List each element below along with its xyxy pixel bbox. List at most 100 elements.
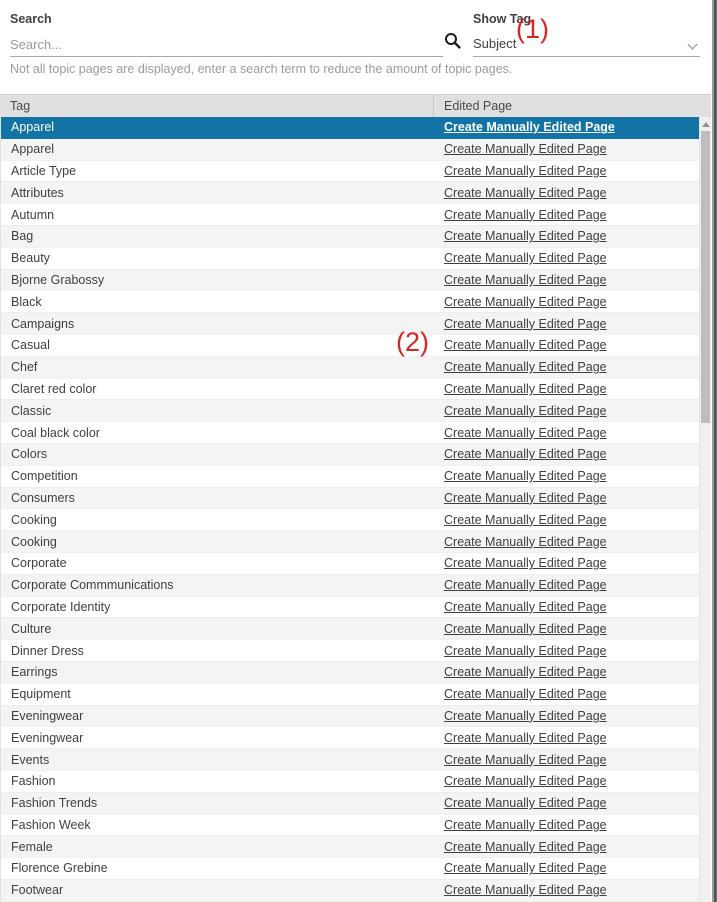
table-row[interactable]: Black Create Manually Edited Page xyxy=(1,291,699,314)
create-manually-edited-page-link[interactable]: Create Manually Edited Page xyxy=(444,665,607,680)
column-header-edited-page[interactable]: Edited Page xyxy=(433,95,711,117)
table-row[interactable]: Attributes Create Manually Edited Page xyxy=(1,182,699,205)
tag-cell: Black xyxy=(11,294,42,309)
search-icon[interactable] xyxy=(444,32,461,49)
edited-page-cell: Create Manually Edited Page xyxy=(434,402,699,420)
create-manually-edited-page-link[interactable]: Create Manually Edited Page xyxy=(444,839,607,854)
table-row[interactable]: Bag Create Manually Edited Page xyxy=(1,225,699,248)
create-manually-edited-page-link[interactable]: Create Manually Edited Page xyxy=(444,294,607,309)
edited-page-cell: Create Manually Edited Page xyxy=(434,118,699,136)
create-manually-edited-page-link[interactable]: Create Manually Edited Page xyxy=(444,578,607,593)
table-row[interactable]: Equipment Create Manually Edited Page xyxy=(1,683,699,706)
scroll-up-arrow-icon xyxy=(701,122,710,127)
table-row[interactable]: Corporate Create Manually Edited Page xyxy=(1,552,699,575)
create-manually-edited-page-link[interactable]: Create Manually Edited Page xyxy=(444,883,607,898)
create-manually-edited-page-link[interactable]: Create Manually Edited Page xyxy=(444,730,607,745)
table-row[interactable]: Footwear Create Manually Edited Page xyxy=(1,879,699,902)
edited-page-cell: Create Manually Edited Page xyxy=(434,336,699,354)
create-manually-edited-page-link[interactable]: Create Manually Edited Page xyxy=(444,643,607,658)
create-manually-edited-page-link[interactable]: Create Manually Edited Page xyxy=(444,316,607,331)
create-manually-edited-page-link[interactable]: Create Manually Edited Page xyxy=(444,708,607,723)
search-input[interactable] xyxy=(10,33,443,55)
tag-cell: Cooking xyxy=(11,534,57,549)
table-row[interactable]: Competition Create Manually Edited Page xyxy=(1,465,699,488)
scroll-up-button[interactable] xyxy=(700,117,711,131)
create-manually-edited-page-link[interactable]: Create Manually Edited Page xyxy=(444,272,607,287)
table-row[interactable]: Cooking Create Manually Edited Page xyxy=(1,509,699,532)
create-manually-edited-page-link[interactable]: Create Manually Edited Page xyxy=(444,381,607,396)
create-manually-edited-page-link[interactable]: Create Manually Edited Page xyxy=(444,185,607,200)
table-row[interactable]: Autumn Create Manually Edited Page xyxy=(1,204,699,226)
create-manually-edited-page-link[interactable]: Create Manually Edited Page xyxy=(444,621,607,636)
create-manually-edited-page-link[interactable]: Create Manually Edited Page xyxy=(444,687,607,702)
create-manually-edited-page-link[interactable]: Create Manually Edited Page xyxy=(444,360,607,375)
table-row[interactable]: Fashion Week Create Manually Edited Page xyxy=(1,814,699,837)
create-manually-edited-page-link[interactable]: Create Manually Edited Page xyxy=(444,403,607,418)
table-row[interactable]: Apparel Create Manually Edited Page xyxy=(1,138,699,161)
table-row[interactable]: Events Create Manually Edited Page xyxy=(1,749,699,771)
create-manually-edited-page-link[interactable]: Create Manually Edited Page xyxy=(444,861,607,876)
table-row[interactable]: Cooking Create Manually Edited Page xyxy=(1,531,699,553)
table-row[interactable]: Beauty Create Manually Edited Page xyxy=(1,247,699,270)
edited-page-cell: Create Manually Edited Page xyxy=(434,380,699,398)
table-row[interactable]: Apparel Create Manually Edited Page xyxy=(1,117,699,139)
table-row[interactable]: Consumers Create Manually Edited Page xyxy=(1,487,699,510)
create-manually-edited-page-link[interactable]: Create Manually Edited Page xyxy=(444,251,607,266)
create-manually-edited-page-link[interactable]: Create Manually Edited Page xyxy=(444,774,607,789)
create-manually-edited-page-link[interactable]: Create Manually Edited Page xyxy=(444,142,607,157)
table-row[interactable]: Corporate Commmunications Create Manually… xyxy=(1,574,699,597)
vertical-scrollbar[interactable] xyxy=(699,117,711,902)
create-manually-edited-page-link[interactable]: Create Manually Edited Page xyxy=(444,796,607,811)
create-manually-edited-page-link[interactable]: Create Manually Edited Page xyxy=(444,425,607,440)
create-manually-edited-page-link[interactable]: Create Manually Edited Page xyxy=(444,207,607,222)
create-manually-edited-page-link[interactable]: Create Manually Edited Page xyxy=(444,469,607,484)
create-manually-edited-page-link[interactable]: Create Manually Edited Page xyxy=(444,752,607,767)
table-row[interactable]: Chef Create Manually Edited Page xyxy=(1,356,699,379)
table-row[interactable]: Claret red color Create Manually Edited P… xyxy=(1,378,699,401)
tag-cell: Campaigns xyxy=(11,316,75,331)
edited-page-cell: Create Manually Edited Page xyxy=(434,315,699,333)
table-row[interactable]: Article Type Create Manually Edited Page xyxy=(1,160,699,183)
create-manually-edited-page-link[interactable]: Create Manually Edited Page xyxy=(444,120,615,135)
notice-text: Not all topic pages are displayed, enter… xyxy=(10,62,513,76)
edited-page-cell: Create Manually Edited Page xyxy=(434,881,699,899)
create-manually-edited-page-link[interactable]: Create Manually Edited Page xyxy=(444,817,607,832)
create-manually-edited-page-link[interactable]: Create Manually Edited Page xyxy=(444,512,607,527)
edited-page-cell: Create Manually Edited Page xyxy=(434,685,699,703)
edited-page-cell: Create Manually Edited Page xyxy=(434,707,699,725)
table-row[interactable]: Colors Create Manually Edited Page xyxy=(1,443,699,466)
table-row[interactable]: Classic Create Manually Edited Page xyxy=(1,400,699,423)
table-row[interactable]: Fashion Trends Create Manually Edited Pag… xyxy=(1,792,699,815)
table-row[interactable]: Earrings Create Manually Edited Page xyxy=(1,661,699,684)
table-row[interactable]: Culture Create Manually Edited Page xyxy=(1,618,699,641)
edited-page-cell: Create Manually Edited Page xyxy=(434,576,699,594)
tag-cell: Corporate Identity xyxy=(11,599,111,614)
scrollbar-thumb[interactable] xyxy=(701,131,710,423)
table-row[interactable]: Bjorne Grabossy Create Manually Edited Pa… xyxy=(1,269,699,292)
create-manually-edited-page-link[interactable]: Create Manually Edited Page xyxy=(444,534,607,549)
table-row[interactable]: Dinner Dress Create Manually Edited Page xyxy=(1,640,699,662)
table-row[interactable]: Coal black color Create Manually Edited P… xyxy=(1,422,699,444)
create-manually-edited-page-link[interactable]: Create Manually Edited Page xyxy=(444,338,607,353)
edited-page-cell: Create Manually Edited Page xyxy=(434,206,699,224)
table-row[interactable]: Corporate Identity Create Manually Edited… xyxy=(1,596,699,619)
table-row[interactable]: Casual Create Manually Edited Page xyxy=(1,334,699,357)
table-row[interactable]: Florence Grebine Create Manually Edited P… xyxy=(1,858,699,880)
column-header-tag[interactable]: Tag xyxy=(10,99,31,113)
create-manually-edited-page-link[interactable]: Create Manually Edited Page xyxy=(444,447,607,462)
create-manually-edited-page-link[interactable]: Create Manually Edited Page xyxy=(444,556,607,571)
create-manually-edited-page-link[interactable]: Create Manually Edited Page xyxy=(444,229,607,244)
create-manually-edited-page-link[interactable]: Create Manually Edited Page xyxy=(444,599,607,614)
show-tag-select[interactable]: Subject xyxy=(473,33,700,57)
tag-cell: Fashion xyxy=(11,774,56,789)
tag-cell: Bjorne Grabossy xyxy=(11,272,105,287)
tag-cell: Apparel xyxy=(11,120,55,135)
table-row[interactable]: Campaigns Create Manually Edited Page xyxy=(1,313,699,335)
table-row[interactable]: Eveningwear Create Manually Edited Page xyxy=(1,727,699,750)
table-row[interactable]: Eveningwear Create Manually Edited Page xyxy=(1,705,699,728)
tag-cell: Corporate xyxy=(11,556,67,571)
table-row[interactable]: Fashion Create Manually Edited Page xyxy=(1,770,699,793)
create-manually-edited-page-link[interactable]: Create Manually Edited Page xyxy=(444,163,607,178)
table-row[interactable]: Female Create Manually Edited Page xyxy=(1,836,699,859)
create-manually-edited-page-link[interactable]: Create Manually Edited Page xyxy=(444,490,607,505)
